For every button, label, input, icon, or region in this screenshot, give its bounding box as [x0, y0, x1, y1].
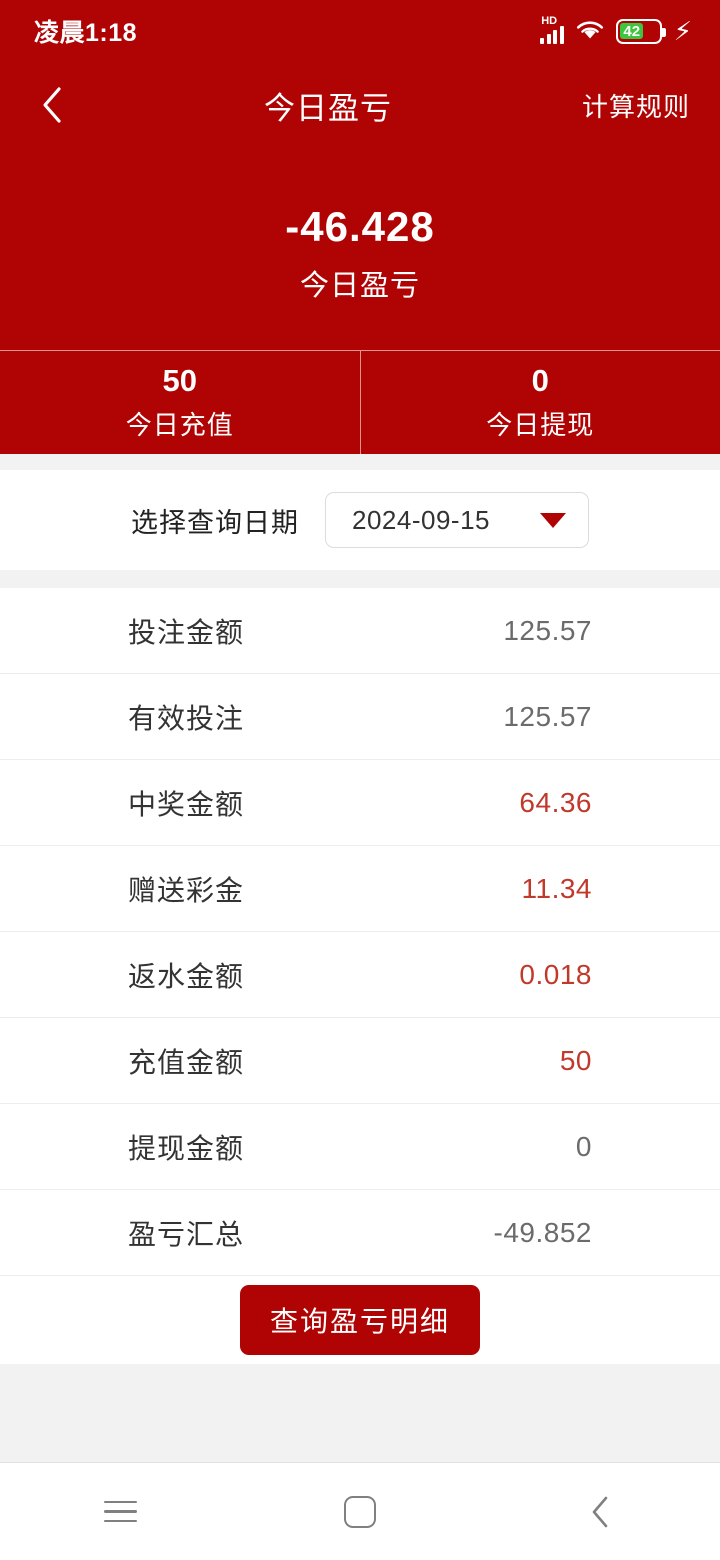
table-row: 中奖金额 64.36: [0, 760, 720, 847]
query-button-area: 查询盈亏明细: [0, 1276, 720, 1365]
app-navbar: 今日盈亏 计算规则: [0, 62, 720, 148]
row-label: 提现金额: [128, 1132, 245, 1164]
row-value: 0: [575, 1130, 592, 1162]
row-label: 赠送彩金: [128, 874, 245, 906]
stat-deposit: 50 今日充值: [0, 351, 360, 454]
stat-label: 今日充值: [125, 409, 234, 440]
date-picker-section: 选择查询日期 2024-09-15: [0, 470, 720, 571]
battery-icon: 42: [615, 18, 666, 44]
date-select[interactable]: 2024-09-15: [325, 492, 589, 549]
menu-icon: [103, 1500, 137, 1523]
table-row: 充值金额 50: [0, 1018, 720, 1105]
home-square-icon: [344, 1495, 376, 1528]
signal-icon: HD: [540, 15, 564, 44]
row-label: 有效投注: [128, 702, 245, 734]
status-icon-group: HD 42 ⚡: [540, 15, 692, 46]
back-chevron-icon[interactable]: [30, 83, 74, 127]
row-value: 0.018: [519, 958, 592, 990]
hero-summary: -46.428 今日盈亏: [0, 148, 720, 350]
system-back-button[interactable]: [540, 1463, 660, 1560]
today-profit-value: -46.428: [285, 203, 435, 250]
battery-percent: 42: [623, 22, 641, 40]
stat-value: 0: [531, 362, 549, 398]
row-label: 盈亏汇总: [128, 1218, 245, 1250]
stat-withdraw: 0 今日提现: [359, 351, 720, 455]
table-row: 盈亏汇总 -49.852: [0, 1190, 720, 1277]
date-select-value: 2024-09-15: [352, 504, 490, 535]
row-label: 投注金额: [128, 616, 245, 648]
hero-stats-row: 50 今日充值 0 今日提现: [0, 350, 720, 455]
row-value: 125.57: [503, 614, 592, 646]
detail-list: 投注金额 125.57 有效投注 125.57 中奖金额 64.36 赠送彩金 …: [0, 588, 720, 1365]
caret-down-icon: [540, 512, 566, 528]
row-value: 11.34: [521, 872, 592, 904]
wifi-icon: [575, 19, 605, 43]
page-title: 今日盈亏: [263, 90, 392, 126]
row-value: 64.36: [519, 786, 592, 818]
row-value: 50: [559, 1044, 592, 1076]
signal-bars: [540, 26, 564, 44]
hd-label: HD: [541, 15, 558, 27]
row-value: 125.57: [503, 700, 592, 732]
today-profit-label: 今日盈亏: [299, 270, 420, 303]
table-row: 投注金额 125.57: [0, 588, 720, 675]
spacer-below-date: [0, 570, 720, 589]
stat-label: 今日提现: [486, 409, 595, 440]
recents-button[interactable]: [60, 1463, 180, 1560]
hero-header: 凌晨1:18 HD 42: [0, 0, 720, 455]
table-row: 有效投注 125.57: [0, 674, 720, 761]
spacer-above-date: [0, 454, 720, 471]
table-row: 提现金额 0: [0, 1104, 720, 1191]
status-time: 凌晨1:18: [34, 19, 138, 47]
date-picker-label: 选择查询日期: [131, 507, 299, 538]
row-label: 返水金额: [128, 960, 245, 992]
stat-value: 50: [162, 362, 197, 398]
home-button[interactable]: [300, 1463, 420, 1560]
row-label: 充值金额: [128, 1046, 245, 1078]
table-row: 返水金额 0.018: [0, 932, 720, 1019]
charging-bolt-icon: ⚡: [673, 16, 692, 46]
row-value: -49.852: [493, 1216, 592, 1248]
system-nav-bar: [0, 1462, 720, 1560]
query-profit-detail-button[interactable]: 查询盈亏明细: [239, 1285, 480, 1356]
status-bar: 凌晨1:18 HD 42: [0, 0, 720, 62]
back-chevron-icon: [592, 1496, 608, 1527]
calc-rules-link[interactable]: 计算规则: [581, 91, 690, 122]
row-label: 中奖金额: [128, 788, 245, 820]
table-row: 赠送彩金 11.34: [0, 846, 720, 933]
